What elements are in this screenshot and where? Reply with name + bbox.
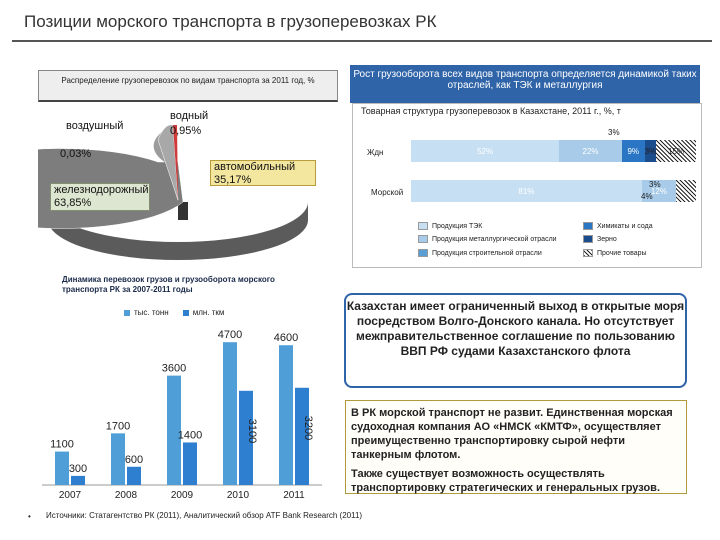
x-tick-2009: 2009 [171, 490, 194, 501]
legend-metal: Продукция металлургической отрасли [418, 235, 557, 243]
data-label-2011-series-0: 4600 [274, 332, 298, 344]
column-chart-title: Динамика перевозок грузов и грузооборота… [62, 275, 275, 294]
bar-2008-series-1 [127, 466, 141, 485]
pie-label-rail: железнодорожный 63,85% [50, 183, 150, 211]
legend-chem: Химикаты и сода [583, 222, 653, 230]
bar-2011-series-1 [295, 387, 309, 485]
legend-other: Прочие товары [583, 249, 647, 257]
insight-banner: Рост грузооборота всех видов транспорта … [350, 65, 700, 103]
data-label-2007-series-0: 1100 [50, 439, 74, 451]
pie-label-water-value: 0,95% [170, 125, 202, 137]
pie-slice-rail-depth [48, 202, 308, 260]
pie-label-air-value: 0,03% [60, 148, 92, 160]
pie-label-water: водный [170, 110, 209, 122]
x-tick-2007: 2007 [59, 490, 82, 501]
data-label-2009-series-0: 3600 [162, 363, 186, 375]
x-tick-2011: 2011 [283, 490, 305, 501]
x-tick-2010: 2010 [227, 490, 250, 501]
bar-2010-series-1 [239, 390, 253, 485]
rail-seg-metal: 22% [559, 140, 622, 162]
pie-slice-auto-depth [178, 202, 188, 220]
pie-label-air: воздушный [66, 120, 124, 132]
title-divider [12, 40, 712, 42]
data-label-2011-series-1: 3200 [302, 416, 314, 440]
bar-2008-series-0 [111, 433, 125, 485]
footer-bullet: • [28, 512, 31, 521]
data-label-2009-series-1: 1400 [178, 429, 202, 441]
data-label-2010-series-0: 4700 [218, 329, 242, 341]
bar-2009-series-1 [183, 442, 197, 485]
pie-slice-auto-top [157, 124, 179, 201]
column-chart-plot: 1100 300 2007 1700 600 2008 3600 1400 2009 4700 31… [42, 329, 322, 501]
bar-2010-series-0 [223, 342, 237, 485]
row-label-rail: Ждн [367, 148, 384, 157]
pie-label-auto: автомобильный 35,17% [210, 160, 316, 186]
conclusion-para-2: Также существует возможность осуществлят… [351, 468, 660, 494]
rail-top-label: 3% [608, 128, 620, 137]
legend-series-tonnes: тыс. тонн [124, 308, 169, 317]
rail-seg-chem: 9% [621, 140, 645, 162]
cargo-structure-chart: Товарная структура грузоперевозок в Каза… [352, 103, 702, 268]
slide-title: Позиции морского транспорта в грузоперев… [24, 12, 437, 31]
legend-fuel: Продукция ТЭК [418, 222, 482, 230]
row-label-sea: Морской [371, 188, 404, 197]
legend-grain: Зерно [583, 235, 617, 243]
rail-seg-grain: 3% [644, 140, 657, 162]
conclusion-box: В РК морской транспорт не развит. Единст… [345, 400, 687, 494]
x-tick-2008: 2008 [115, 490, 138, 501]
sea-right-label-1: 3% [649, 180, 661, 189]
bar-2009-series-0 [167, 375, 181, 485]
access-callout: Казахстан имеет ограниченный выход в отк… [344, 293, 687, 388]
bar-2007-series-1 [71, 475, 85, 485]
sea-seg-fuel: 81% [411, 180, 642, 202]
rail-seg-other: 15% [656, 140, 696, 162]
source-note: Источники: Статагентство РК (2011), Анал… [46, 511, 363, 520]
sea-seg-metal: 12% [641, 180, 677, 202]
conclusion-para-1: В РК морской транспорт не развит. Единст… [351, 407, 673, 461]
legend-series-tkm: млн. ткм [182, 308, 224, 317]
pie-slice-water [173, 125, 178, 200]
bar-2007-series-0 [55, 451, 69, 485]
data-label-2010-series-1: 3100 [246, 419, 258, 443]
sea-right-label-2: 4% [641, 192, 653, 201]
bar-rail: 52% 22% 9% 3% 15% [411, 140, 696, 162]
column-chart-legend: тыс. тонн млн. ткм [124, 308, 224, 317]
legend-construction: Продукция строительной отрасли [418, 249, 542, 257]
sea-transport-dynamics-chart: Динамика перевозок грузов и грузооборота… [32, 272, 332, 507]
rail-seg-fuel: 52% [411, 140, 560, 162]
pie-chart-header: Распределение грузоперевозок по видам тр… [38, 70, 338, 102]
data-label-2008-series-1: 600 [125, 454, 143, 466]
bar-2011-series-0 [279, 345, 293, 485]
data-label-2008-series-0: 1700 [106, 420, 130, 432]
structure-chart-title: Товарная структура грузоперевозок в Каза… [361, 106, 621, 116]
sea-seg-other [676, 180, 696, 202]
bar-sea: 81% 12% [411, 180, 696, 202]
data-label-2007-series-1: 300 [69, 463, 87, 475]
